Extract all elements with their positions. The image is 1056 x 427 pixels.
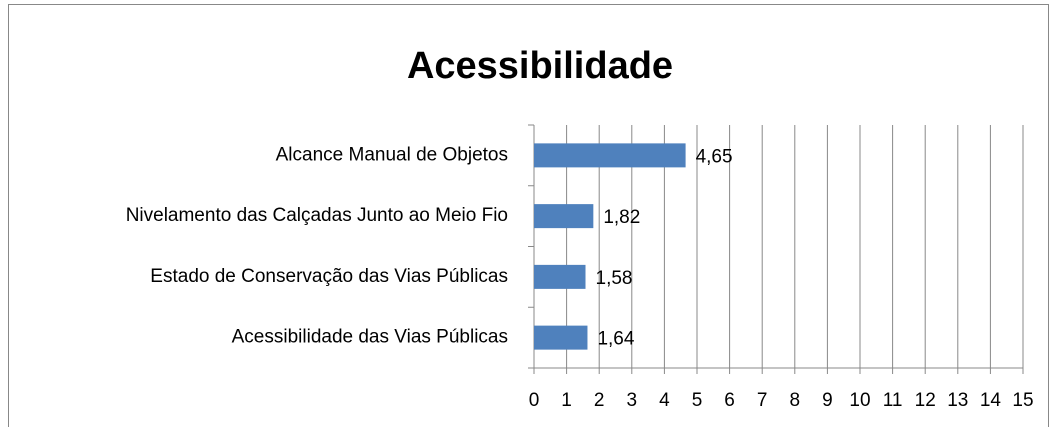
value-label: 1,82: [603, 207, 640, 228]
x-tick-label: 5: [692, 390, 703, 411]
x-tick-label: 7: [757, 390, 768, 411]
value-label: 1,58: [596, 268, 633, 289]
x-tick-label: 10: [849, 390, 870, 411]
y-tick-label: Nivelamento das Calçadas Junto ao Meio F…: [126, 205, 508, 226]
x-tick-label: 14: [980, 390, 1002, 411]
chart-border: [8, 4, 1049, 427]
chart-title: Acessibilidade: [407, 45, 673, 87]
x-tick-label: 3: [627, 390, 638, 411]
y-tick-label: Estado de Conservação das Vias Públicas: [150, 266, 508, 287]
y-tick-label: Alcance Manual de Objetos: [276, 144, 508, 165]
bar: [534, 204, 594, 229]
x-tick-label: 15: [1012, 390, 1033, 411]
bar: [534, 325, 588, 350]
value-label: 4,65: [696, 146, 733, 167]
x-tick-label: 4: [659, 390, 670, 411]
bar: [534, 264, 586, 289]
y-tick-label: Acessibilidade das Vias Públicas: [232, 327, 508, 348]
x-tick-label: 12: [915, 390, 936, 411]
bar: [534, 143, 686, 168]
x-tick-label: 13: [947, 390, 968, 411]
x-tick-label: 0: [529, 390, 540, 411]
value-label: 1,64: [597, 329, 634, 350]
x-tick-label: 11: [883, 390, 903, 411]
x-tick-label: 2: [594, 390, 605, 411]
x-tick-label: 8: [790, 390, 801, 411]
x-tick-label: 1: [561, 390, 572, 411]
x-tick-label: 6: [724, 390, 735, 411]
x-tick-label: 9: [822, 390, 833, 411]
